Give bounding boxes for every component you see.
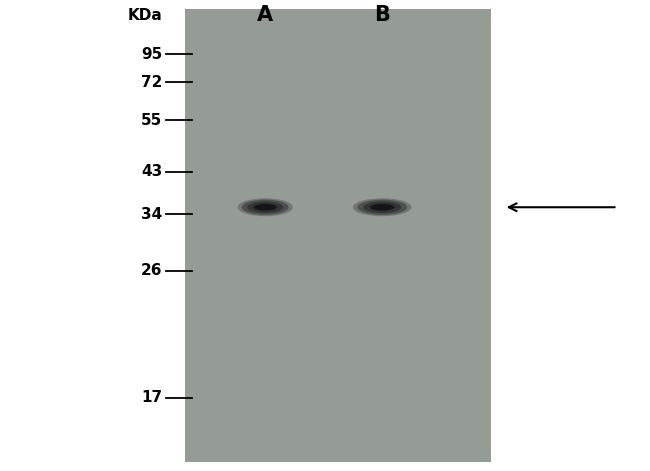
- Ellipse shape: [238, 198, 292, 216]
- Ellipse shape: [369, 203, 395, 211]
- Text: 43: 43: [141, 164, 162, 179]
- Text: B: B: [374, 5, 390, 25]
- Text: 95: 95: [141, 47, 162, 62]
- Ellipse shape: [247, 202, 283, 213]
- Bar: [185, 9, 491, 462]
- Ellipse shape: [253, 203, 278, 211]
- Ellipse shape: [358, 200, 407, 215]
- Text: 17: 17: [142, 390, 162, 406]
- Text: 34: 34: [141, 207, 162, 222]
- Text: 55: 55: [141, 113, 162, 128]
- Text: KDa: KDa: [128, 8, 162, 23]
- Ellipse shape: [242, 200, 289, 215]
- Ellipse shape: [363, 202, 401, 213]
- Ellipse shape: [254, 204, 276, 211]
- Text: A: A: [257, 5, 273, 25]
- Text: 26: 26: [141, 263, 162, 278]
- Text: 72: 72: [141, 75, 162, 90]
- Ellipse shape: [353, 198, 411, 216]
- Ellipse shape: [370, 204, 394, 211]
